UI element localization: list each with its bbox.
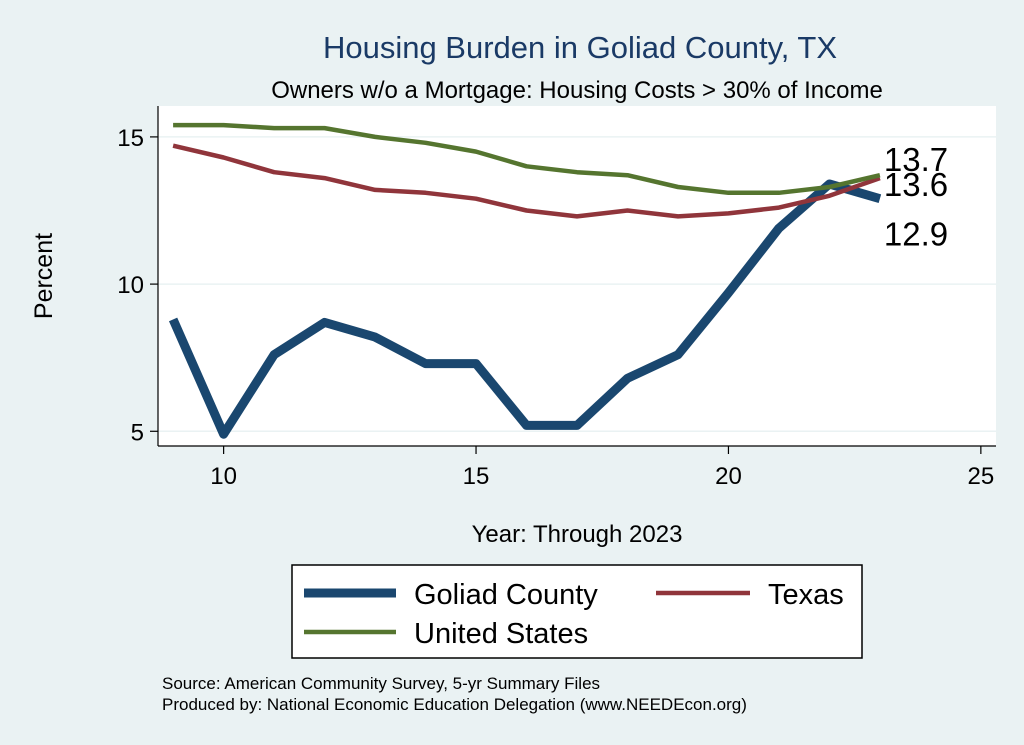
legend-label-united-states: United States	[414, 618, 588, 650]
x-axis-title: Year: Through 2023	[472, 521, 683, 548]
legend-items: Goliad County Texas United States	[304, 579, 844, 650]
produced-by-note: Produced by: National Economic Education…	[162, 695, 747, 714]
end-labels: 12.9 13.613.7	[884, 141, 948, 253]
series-line-goliad-county	[168, 179, 882, 439]
y-axis-title: Percent	[30, 233, 58, 319]
legend-label-goliad-county: Goliad County	[414, 579, 598, 611]
legend-label-texas: Texas	[768, 579, 844, 611]
y-tick-label-15: 15	[117, 125, 144, 152]
x-tick-label-10: 10	[210, 463, 237, 490]
series-line-united-states	[173, 122, 881, 196]
legend-box	[291, 564, 863, 659]
series-lines	[168, 122, 882, 439]
chart-title: Housing Burden in Goliad County, TX	[323, 30, 837, 65]
x-tick-label-15: 15	[463, 463, 490, 490]
legend: Goliad County Texas United States	[291, 564, 863, 659]
series-line-texas	[172, 143, 881, 219]
end-label-united-states: 13.7	[884, 141, 948, 178]
x-tick-label-25: 25	[968, 463, 995, 490]
y-tick-label-10: 10	[117, 272, 144, 299]
y-tick-label-5: 5	[131, 419, 144, 446]
end-label-goliad-county: 12.9	[884, 216, 948, 253]
chart-subtitle: Owners w/o a Mortgage: Housing Costs > 3…	[271, 77, 883, 104]
x-tick-label-20: 20	[715, 463, 742, 490]
end-label-texas: 13.6	[884, 166, 948, 203]
axes: 5 10 15 10 15 20 25	[117, 106, 996, 490]
gridlines	[158, 136, 996, 433]
source-note: Source: American Community Survey, 5-yr …	[162, 674, 600, 693]
plot-area	[158, 106, 996, 446]
